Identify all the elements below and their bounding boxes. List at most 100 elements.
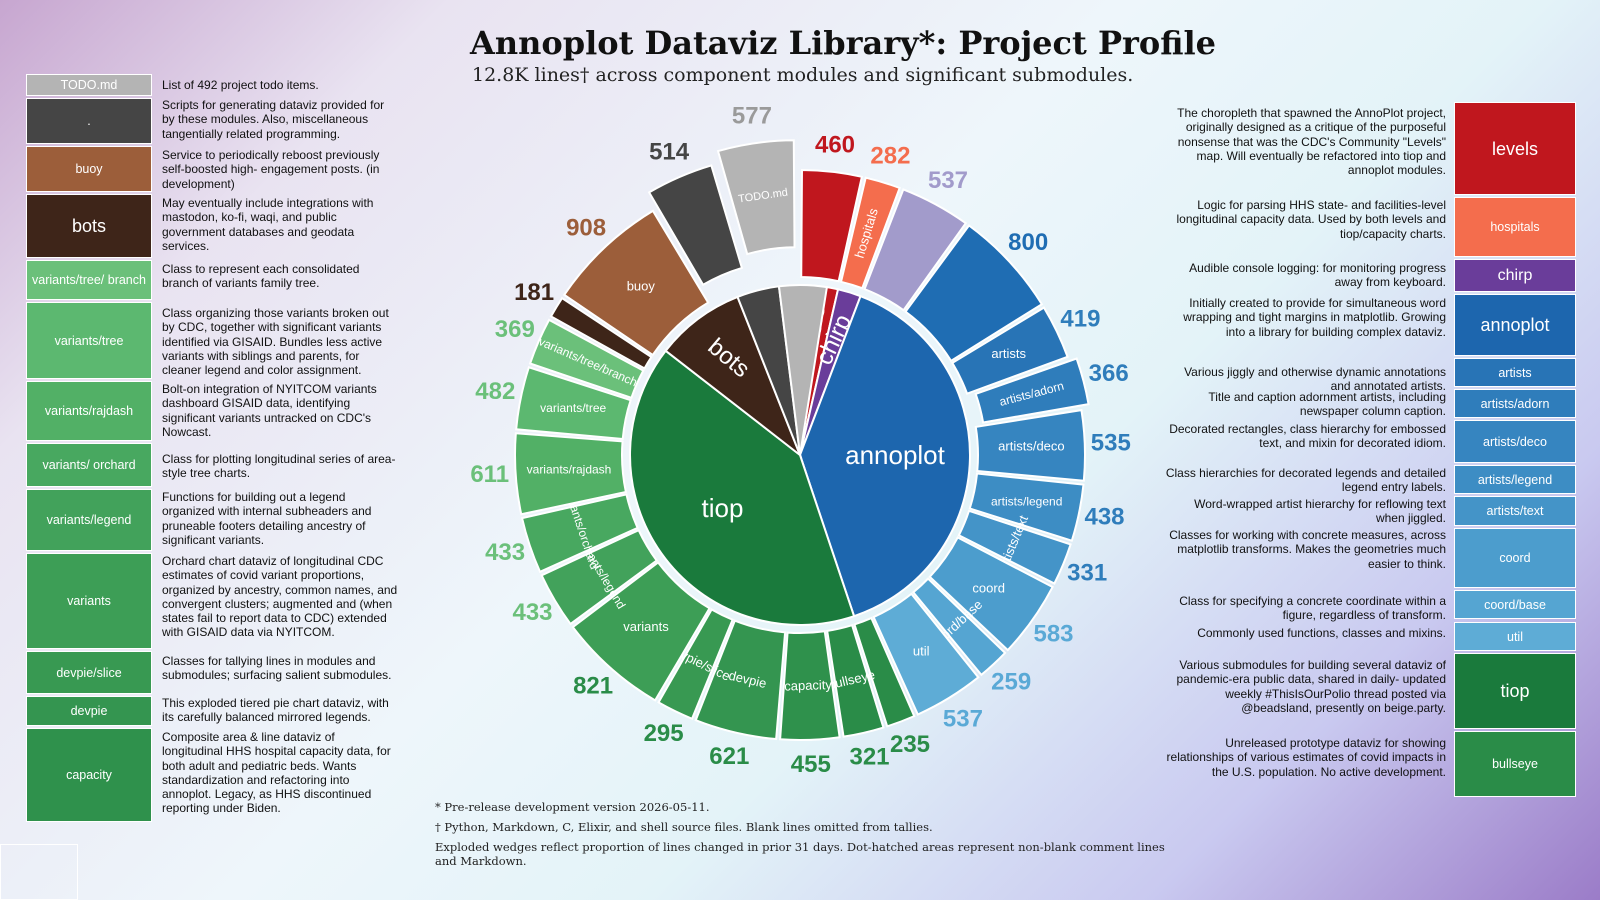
legend-swatch-label: variants/ orchard: [42, 458, 136, 472]
outer-wedge-capacity: [779, 630, 841, 741]
value-label: 438: [1084, 504, 1124, 531]
outer-wedge-segment-0: [800, 169, 864, 283]
outer-wedge-variants-tree: [515, 366, 632, 441]
legend-swatch-label: variants: [67, 594, 111, 608]
outer-wedge-segment-3: [904, 224, 1044, 363]
outer-wedge-bullseye: [826, 623, 885, 738]
legend-swatch-label: artists/deco: [1483, 434, 1547, 449]
legend-description: Class for specifying a concrete coordina…: [1179, 594, 1446, 623]
outer-wedge-segment-12: [853, 616, 916, 728]
value-label: 433: [512, 599, 552, 626]
value-label: 433: [485, 539, 525, 566]
value-label: 282: [870, 143, 910, 170]
outer-wedge-artists-legend: [968, 472, 1085, 542]
outer-wedge-util: [872, 592, 980, 716]
inner-label-annoplot: annoplot: [845, 440, 946, 470]
legend-swatch-label: variants/rajdash: [44, 404, 134, 418]
legend-description: Classes for working with concrete measur…: [1169, 528, 1446, 571]
value-label: 537: [928, 167, 968, 194]
value-label: 455: [791, 751, 831, 778]
outer-label: buoy: [627, 278, 656, 293]
legend-description: Service to periodically reboost previous…: [162, 148, 380, 191]
legend-description: Commonly used functions, classes and mix…: [1197, 626, 1446, 640]
outer-wedge-artists: [950, 306, 1069, 395]
legend-description: Classes for tallying lines in modules an…: [162, 654, 392, 683]
legend-description: Title and caption adornment artists, inc…: [1208, 390, 1446, 419]
legend-description: Logic for parsing HHS state- and facilit…: [1176, 198, 1446, 241]
legend-swatch-label: capacity: [66, 768, 112, 782]
outer-label: variants: [623, 619, 669, 634]
outer-wedge-variants-rajdash: [514, 432, 628, 516]
outer-label: variants/rajdash: [527, 463, 612, 477]
legend-swatch-label: coord/base: [1484, 597, 1546, 612]
outer-wedge-artists-adorn: [974, 357, 1090, 424]
legend-swatch-devpie: devpie: [26, 696, 152, 726]
legend-swatch-label: .: [87, 114, 91, 128]
value-label: 535: [1091, 430, 1131, 457]
value-label: 800: [1008, 229, 1048, 256]
outer-wedge-segment-25: [647, 164, 744, 287]
legend-swatch-hospitals: hospitals: [1454, 197, 1576, 257]
value-label: 181: [514, 279, 554, 306]
legend-swatch-artists-legend: artists/legend: [1454, 465, 1576, 494]
outer-wedge-coord-base: [911, 577, 1007, 677]
legend-swatch-artists-adorn: artists/adorn: [1454, 389, 1576, 418]
legend-description: Class to represent each consolidated bra…: [162, 262, 360, 291]
legend-swatch-levels: levels: [1454, 102, 1576, 195]
outer-wedge-coord: [928, 536, 1054, 652]
value-label: 821: [573, 673, 613, 700]
outer-wedge-devpie: [694, 619, 787, 741]
value-label: 460: [815, 131, 855, 158]
outer-label: util: [913, 644, 930, 659]
legend-swatch-label: hospitals: [1490, 220, 1540, 234]
legend-swatch-artists-deco: artists/deco: [1454, 420, 1576, 463]
legend-swatch-label: artists/legend: [1477, 472, 1553, 487]
outer-wedge-variants-legend: [540, 528, 659, 626]
value-label: 321: [849, 743, 889, 770]
legend-swatch-label: bullseye: [1492, 757, 1538, 771]
legend-swatch-bullseye: bullseye: [1454, 731, 1576, 797]
legend-description: This exploded tiered pie chart dataviz, …: [162, 696, 389, 725]
outer-label: artists/legend: [991, 494, 1062, 508]
legend-swatch-label: chirp: [1497, 266, 1533, 284]
legend-swatch-label: tiop: [1500, 681, 1530, 701]
outer-wedge-hospitals: [839, 176, 901, 290]
legend-swatch-coord-base: coord/base: [1454, 590, 1576, 619]
legend-swatch-label: TODO.md: [60, 78, 118, 92]
value-label: 537: [943, 705, 983, 732]
legend-swatch--: .: [26, 98, 152, 144]
value-label: 482: [475, 378, 515, 405]
legend-swatch-label: variants/tree/ branch: [32, 273, 146, 287]
legend-swatch-annoplot: annoplot: [1454, 294, 1576, 356]
value-label: 366: [1089, 360, 1129, 387]
value-label: 295: [644, 720, 684, 747]
legend-description: Composite area & line dataviz of longitu…: [162, 730, 391, 816]
legend-description: The choropleth that spawned the AnnoPlot…: [1177, 106, 1446, 178]
legend-description: Bolt-on integration of NYITCOM variants …: [162, 382, 377, 439]
legend-description: Various submodules for building several …: [1176, 658, 1446, 715]
legend-swatch-todo-md: TODO.md: [26, 74, 152, 96]
value-label: 235: [890, 731, 930, 758]
value-label: 369: [495, 316, 535, 343]
legend-description: Class hierarchies for decorated legends …: [1165, 466, 1446, 495]
legend-swatch-variants-tree-branch: variants/tree/ branch: [26, 260, 152, 300]
outer-wedge-artists-deco: [974, 408, 1086, 482]
legend-swatch-devpie-slice: devpie/slice: [26, 651, 152, 694]
legend-description: Initially created to provide for simulta…: [1183, 296, 1446, 339]
legend-swatch-variants-orchard: variants/ orchard: [26, 443, 152, 487]
legend-swatch-label: devpie: [70, 704, 108, 718]
outer-label: artists/deco: [998, 439, 1064, 454]
legend-description: Various jiggly and otherwise dynamic ann…: [1184, 365, 1446, 394]
outer-wedge-segment-2: [863, 188, 968, 312]
footnote-sources: † Python, Markdown, C, Elixir, and shell…: [435, 820, 933, 834]
legend-swatch-capacity: capacity: [26, 728, 152, 822]
legend-swatch-label: devpie/slice: [56, 665, 122, 680]
inner-label-tiop: tiop: [702, 493, 744, 523]
inner-wedge-segment-6: [777, 284, 829, 456]
footnote-explode: Exploded wedges reflect proportion of li…: [435, 840, 1165, 868]
value-label: 577: [732, 103, 772, 130]
legend-swatch-variants-tree: variants/tree: [26, 302, 152, 379]
value-label: 583: [1033, 620, 1073, 647]
outer-label: artists: [991, 346, 1026, 361]
legend-swatch-variants-legend: variants/legend: [26, 489, 152, 551]
